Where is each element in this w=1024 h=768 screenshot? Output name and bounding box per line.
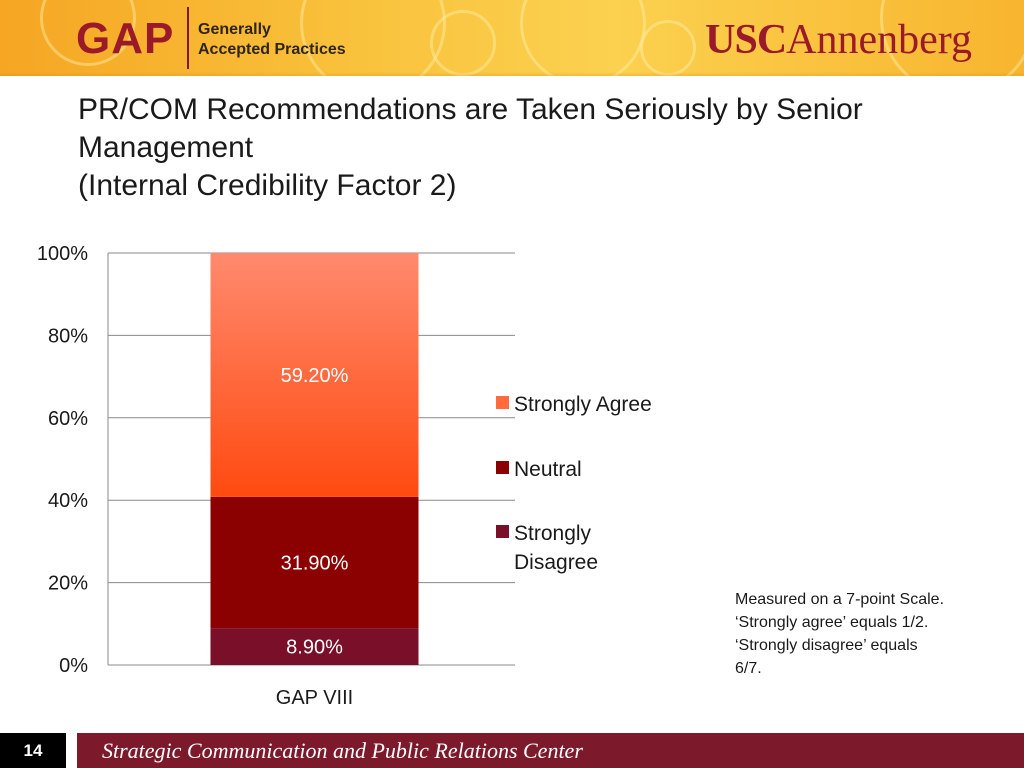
stacked-bar-chart: 8.90% 31.90% 59.20% 0% 20% 40% 60% 80% 100% GAP … <box>37 243 652 709</box>
scale-note: Measured on a 7-point Scale. ‘Strongly a… <box>735 591 945 677</box>
slide-title: PR/COM Recommendations are Taken Serious… <box>78 91 978 205</box>
footer-band: 14 Strategic Communication and Public Re… <box>0 733 1024 768</box>
legend-label: Strongly Disagree <box>514 522 598 574</box>
gap-tagline-line1: Generally <box>198 21 271 38</box>
usc-logo-usc: USC <box>705 17 787 63</box>
y-tick-label: 80% <box>48 325 88 347</box>
gap-logo: GAP <box>76 14 175 63</box>
legend-swatch <box>496 525 509 538</box>
y-tick-label: 60% <box>48 408 88 430</box>
usc-logo-annenberg: Annenberg <box>786 17 972 63</box>
page-number: 14 <box>0 733 66 768</box>
chart-legend: Strongly Agree Neutral Strongly Disagree <box>496 393 652 574</box>
legend-swatch <box>496 461 509 474</box>
y-tick-label: 0% <box>59 655 88 677</box>
data-label: 8.90% <box>286 637 343 659</box>
footer-text: Strategic Communication and Public Relat… <box>102 738 583 763</box>
bar-segment-strongly-agree <box>210 253 419 497</box>
y-tick-label: 40% <box>48 490 88 512</box>
gap-tagline: Generally Accepted Practices <box>198 20 346 60</box>
chart-bars: 8.90% 31.90% 59.20% <box>210 253 419 665</box>
logo-divider <box>187 7 189 69</box>
slide-title-line3: (Internal Credibility Factor 2) <box>78 169 457 202</box>
header-band: GAP Generally Accepted Practices USCAnne… <box>0 0 1024 76</box>
slide-title-line2: Management <box>78 131 254 164</box>
slide-title-line1: PR/COM Recommendations are Taken Serious… <box>78 93 863 126</box>
data-label: 31.90% <box>281 553 349 575</box>
bar-segment-neutral <box>210 496 419 629</box>
legend-swatch <box>496 396 509 409</box>
footer-divider <box>66 733 77 768</box>
x-category-label: GAP VIII <box>276 687 353 709</box>
chart-axes: 0% 20% 40% 60% 80% 100% GAP VIII <box>37 243 353 709</box>
usc-annenberg-logo: USCAnnenberg <box>705 15 972 74</box>
legend-label: Neutral <box>514 458 582 481</box>
legend-label: Strongly Agree <box>514 393 652 416</box>
bar-segment-strongly-disagree <box>210 628 419 665</box>
y-tick-label: 20% <box>48 573 88 595</box>
y-tick-label: 100% <box>37 243 88 265</box>
gap-tagline-line2: Accepted Practices <box>198 41 346 58</box>
data-label: 59.20% <box>281 365 349 387</box>
